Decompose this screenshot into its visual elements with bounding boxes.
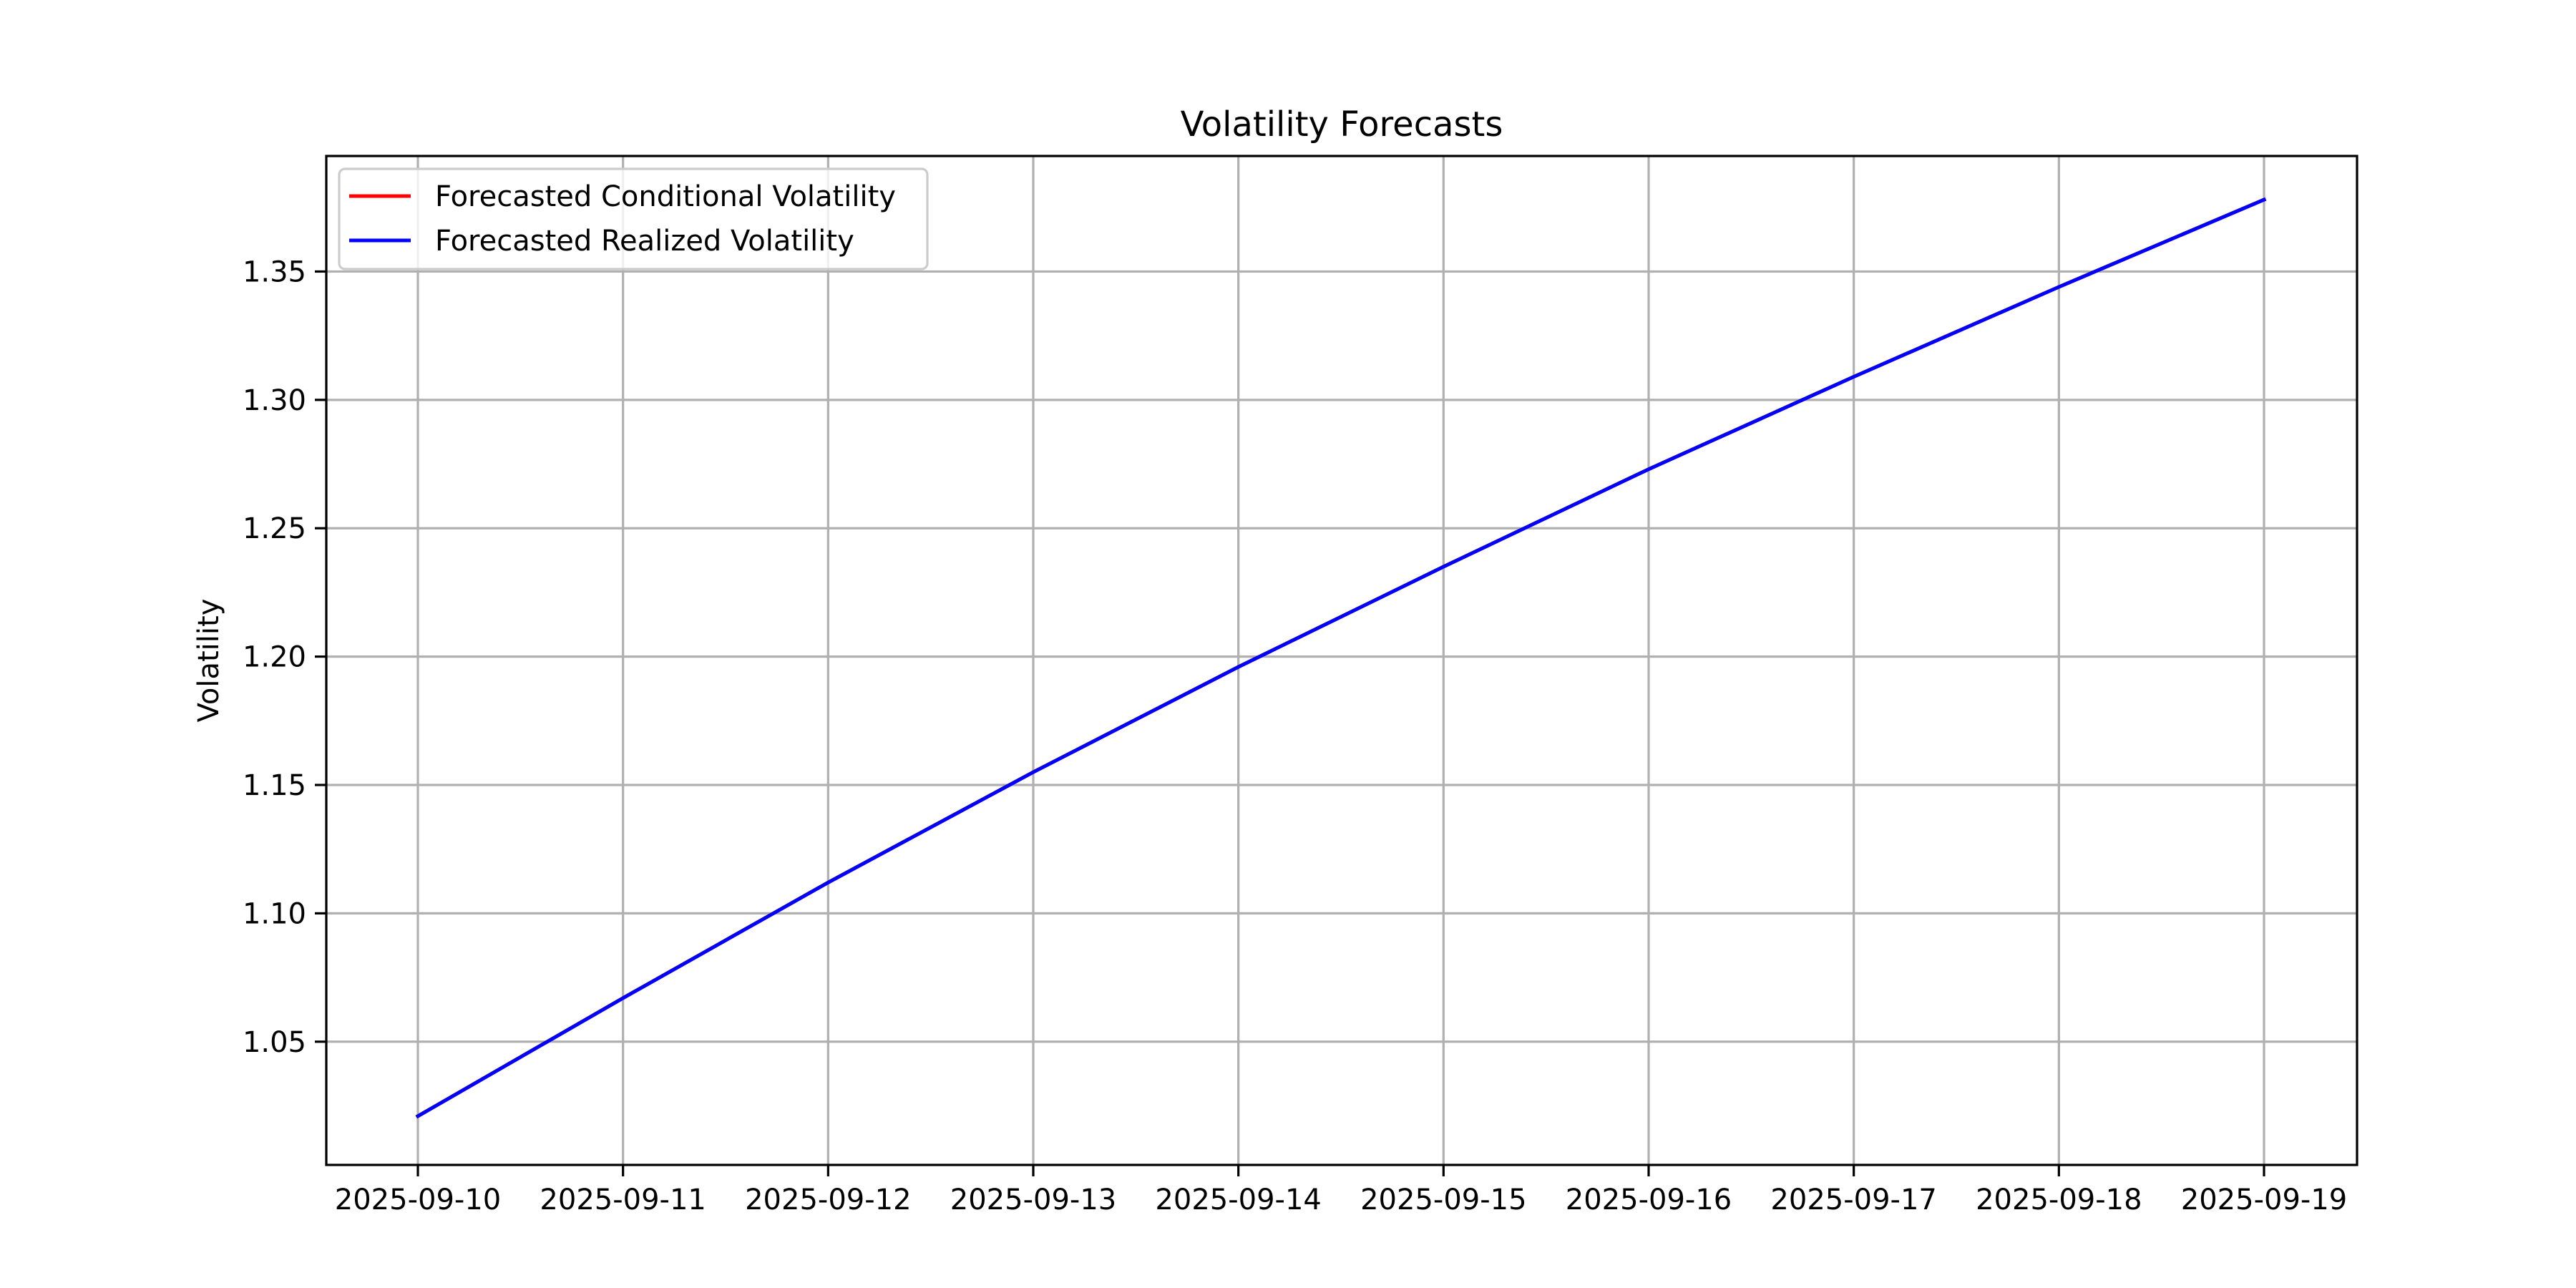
grid-layer <box>326 156 2357 1165</box>
x-tick-label: 2025-09-14 <box>1155 1184 1321 1216</box>
x-tick-label: 2025-09-16 <box>1566 1184 1732 1216</box>
series-layer <box>415 197 2267 1119</box>
y-tick-label: 1.05 <box>243 1026 306 1059</box>
y-axis-label: Volatility <box>192 599 225 723</box>
ticks-layer: 2025-09-10 2025-09-11 2025-09-12 2025-09-13… <box>243 255 2347 1216</box>
x-tick-label: 2025-09-18 <box>1976 1184 2142 1216</box>
x-tick-label: 2025-09-15 <box>1360 1184 1526 1216</box>
y-tick-label: 1.15 <box>243 769 306 802</box>
y-tick-label: 1.35 <box>243 255 306 288</box>
y-tick-label: 1.20 <box>243 641 306 674</box>
y-tick-label: 1.25 <box>243 512 306 545</box>
legend-box <box>338 167 929 270</box>
y-tick-label: 1.10 <box>243 897 306 930</box>
plot-frame <box>325 155 2358 1166</box>
y-tick-label: 1.30 <box>243 384 306 417</box>
x-tick-label: 2025-09-13 <box>950 1184 1116 1216</box>
legend-label: Forecasted Conditional Volatility <box>435 180 896 213</box>
legend: Forecasted Conditional Volatility Forecas… <box>338 167 929 270</box>
x-tick-label: 2025-09-11 <box>540 1184 706 1216</box>
x-tick-label: 2025-09-12 <box>745 1184 911 1216</box>
x-tick-label: 2025-09-10 <box>335 1184 501 1216</box>
x-tick-label: 2025-09-17 <box>1770 1184 1936 1216</box>
x-tick-label: 2025-09-19 <box>2181 1184 2347 1216</box>
chart-title: Volatility Forecasts <box>1181 104 1503 145</box>
legend-label: Forecasted Realized Volatility <box>435 225 854 258</box>
series-line <box>415 197 2267 1119</box>
